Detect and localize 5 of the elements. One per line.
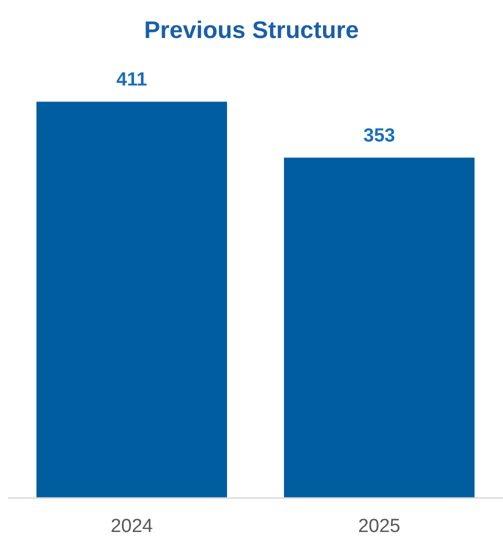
x-tick-label: 2025 xyxy=(358,516,400,537)
chart-title: Previous Structure xyxy=(144,17,359,44)
x-tick-label: 2024 xyxy=(110,516,154,537)
data-label: 353 xyxy=(363,126,396,147)
data-label: 411 xyxy=(116,70,148,91)
